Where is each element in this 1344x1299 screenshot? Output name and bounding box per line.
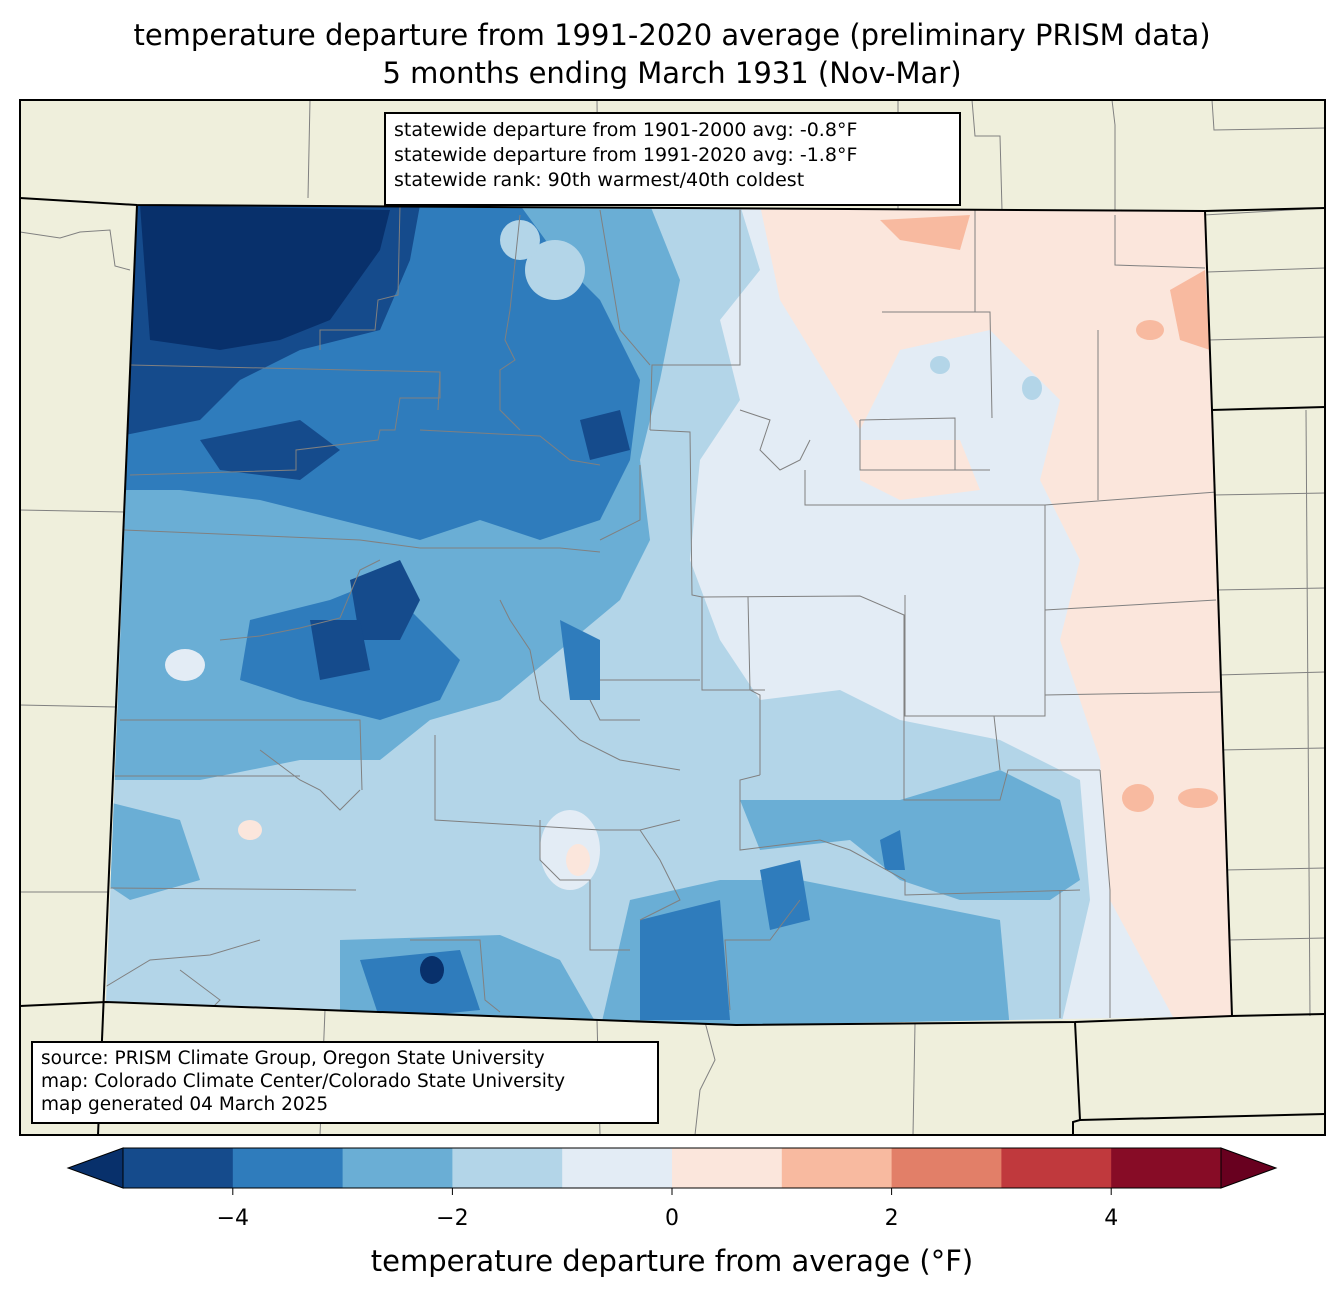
stats-line-1: statewide departure from 1901-2000 avg: … — [394, 119, 858, 141]
source-line-3: map generated 04 March 2025 — [41, 1094, 329, 1115]
statewide-stats-box: statewide departure from 1901-2000 avg: … — [384, 112, 961, 206]
map-title-line1: temperature departure from 1991-2020 ave… — [133, 18, 1211, 52]
temperature-contours — [106, 205, 1232, 1025]
colorbar-segment — [123, 1148, 234, 1188]
colorbar-segment — [891, 1148, 1002, 1188]
colorbar-extend-min — [66, 1147, 124, 1189]
stats-line-3: statewide rank: 90th warmest/40th coldes… — [394, 169, 805, 191]
map-frame — [19, 99, 1326, 1136]
state-borders — [19, 197, 1326, 1136]
colorbar-tick-label: −2 — [436, 1206, 469, 1231]
colorbar-segment — [672, 1148, 783, 1188]
colorbar-segment — [1001, 1148, 1112, 1188]
source-line-2: map: Colorado Climate Center/Colorado St… — [41, 1071, 566, 1092]
colorbar-tick-label: −4 — [216, 1206, 250, 1231]
stats-line-2: statewide departure from 1991-2020 avg: … — [394, 144, 858, 166]
colorbar-segment — [452, 1148, 563, 1188]
source-line-1: source: PRISM Climate Group, Oregon Stat… — [41, 1048, 545, 1069]
colorbar-segment — [562, 1148, 673, 1188]
colorbar-segment — [1111, 1148, 1222, 1188]
colorbar-label: temperature departure from average (°F) — [370, 1244, 974, 1278]
colorbar-segment — [781, 1148, 893, 1188]
colorado-county-lines — [106, 205, 1221, 1018]
source-box: source: PRISM Climate Group, Oregon Stat… — [31, 1041, 659, 1124]
colorbar-segment — [342, 1148, 453, 1188]
colorbar-tick-label: 0 — [665, 1206, 679, 1231]
colorbar-tick-label: 2 — [884, 1206, 899, 1231]
colorbar — [66, 1147, 1278, 1195]
map-title-line2: 5 months ending March 1931 (Nov-Mar) — [382, 56, 962, 90]
colorbar-segment — [232, 1148, 344, 1188]
colorbar-extend-max — [1220, 1147, 1278, 1189]
colorbar-tick-label: 4 — [1104, 1206, 1119, 1231]
